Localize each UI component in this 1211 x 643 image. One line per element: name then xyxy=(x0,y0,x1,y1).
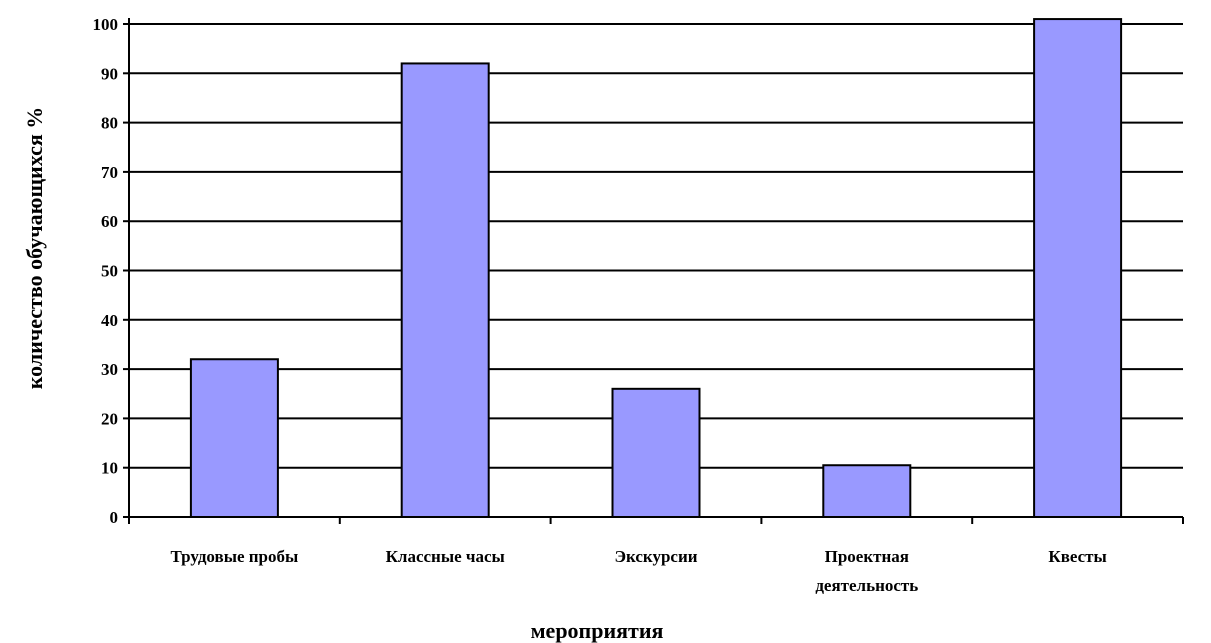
x-tick-label-5: Квесты xyxy=(1048,547,1106,566)
y-tick-label-30: 30 xyxy=(101,360,118,379)
bar-2 xyxy=(400,62,490,518)
bar-1 xyxy=(189,358,279,518)
bar-4 xyxy=(822,464,912,518)
bar-5 xyxy=(1033,18,1123,518)
y-tick-label-50: 50 xyxy=(101,262,118,281)
y-tick-label-70: 70 xyxy=(101,163,118,182)
gridlines xyxy=(129,23,1183,469)
labels: 0 10 20 30 40 50 60 70 80 90 100 Трудовые пробы Клас… xyxy=(93,15,1107,595)
bar-3 xyxy=(611,387,701,518)
y-tick-label-90: 90 xyxy=(101,64,118,83)
y-tick-label-80: 80 xyxy=(101,114,118,133)
x-axis-title: мероприятия xyxy=(531,618,664,643)
y-tick-label-20: 20 xyxy=(101,409,118,428)
y-tick-label-0: 0 xyxy=(110,508,119,527)
x-tick-label-2: Классные часы xyxy=(386,547,505,566)
axes xyxy=(123,18,1184,524)
y-tick-label-40: 40 xyxy=(101,311,118,330)
x-tick-label-1: Трудовые пробы xyxy=(170,547,298,566)
bars xyxy=(189,18,1123,518)
y-tick-label-100: 100 xyxy=(93,15,119,34)
y-axis-title: количество обучающихся % xyxy=(22,107,47,390)
y-tick-label-10: 10 xyxy=(101,459,118,478)
x-tick-label-3: Экскурсии xyxy=(614,547,697,566)
x-tick-label-4-line-2: деятельность xyxy=(815,576,918,595)
y-tick-label-60: 60 xyxy=(101,212,118,231)
x-tick-label-4-line-1: Проектная xyxy=(825,547,909,566)
